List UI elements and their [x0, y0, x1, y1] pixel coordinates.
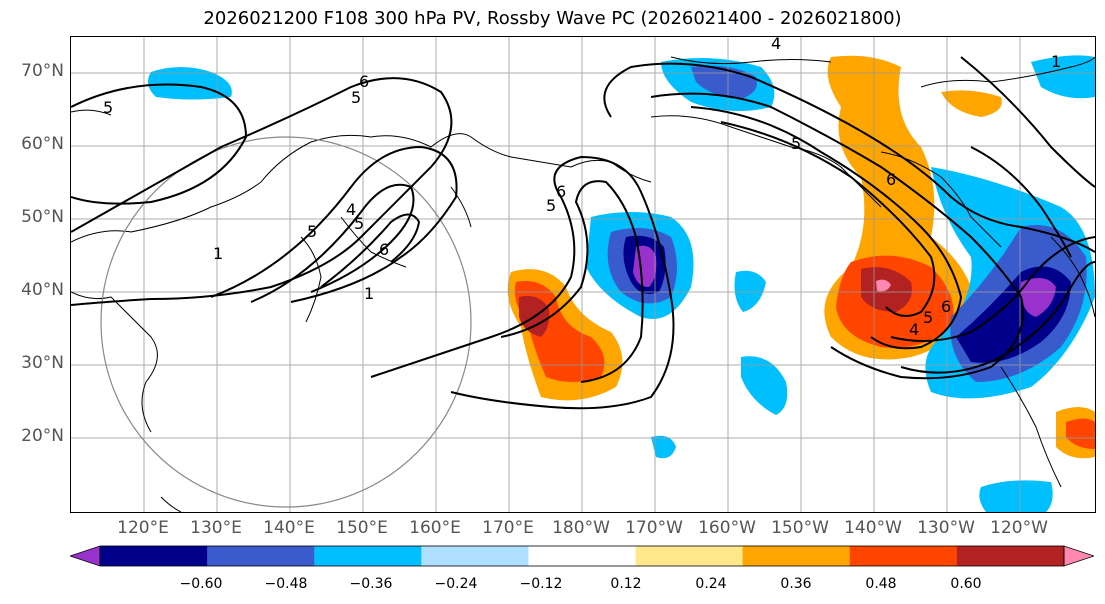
colorbar-extend-high — [1063, 545, 1094, 567]
contour-label: 6 — [886, 170, 896, 189]
contour-label: 5 — [354, 214, 364, 233]
colorbar-tick: 0.60 — [950, 576, 982, 592]
map-panel: 5 6 5 4 5 1 6 5 1 6 5 4 5 6 4 5 6 1 — [70, 36, 1096, 513]
lon-label-120w: 120°W — [990, 518, 1048, 538]
lon-label-140e: 140°E — [263, 518, 315, 538]
anomaly-blue-south — [651, 435, 676, 459]
colorbar-segment — [100, 546, 208, 566]
contour-label: 5 — [307, 222, 317, 241]
colorbar-segment — [849, 546, 958, 566]
colorbar-segment — [528, 546, 637, 566]
contour-label: 5 — [791, 134, 801, 153]
lon-label-170w: 170°W — [625, 518, 683, 538]
colorbar-segment — [956, 546, 1065, 566]
contour-labels: 5 6 5 4 5 1 6 5 1 6 5 4 5 6 4 5 6 1 — [103, 37, 1061, 339]
lon-label-120e: 120°E — [117, 518, 169, 538]
colorbar-segment — [742, 546, 851, 566]
lon-label-140w: 140°W — [844, 518, 902, 538]
contour-label: 4 — [346, 200, 356, 219]
lat-label-40n: 40°N — [21, 280, 64, 300]
lon-label-130w: 130°W — [917, 518, 975, 538]
colorbar-tick: −0.60 — [179, 576, 223, 592]
lon-label-150e: 150°E — [336, 518, 388, 538]
contour-label: 1 — [364, 284, 374, 303]
contour-label: 5 — [546, 196, 556, 215]
colorbar-outline — [99, 545, 1065, 567]
anomaly-red-se — [1066, 418, 1095, 449]
colorbar-segment — [314, 546, 422, 566]
colorbar-tick: −0.48 — [264, 576, 308, 592]
pv-contours — [71, 56, 1095, 410]
colorbar-segment — [421, 546, 529, 566]
colorbar-tick: −0.12 — [519, 576, 563, 592]
highlight-circle — [100, 136, 472, 508]
contour-label: 1 — [1051, 52, 1061, 71]
anomaly-orange-ne — [941, 90, 1002, 117]
colorbar — [70, 545, 1094, 567]
lon-label-150w: 150°W — [771, 518, 829, 538]
lon-label-160w: 160°W — [698, 518, 756, 538]
lat-label-50n: 50°N — [21, 207, 64, 227]
colorbar-extend-low — [70, 545, 101, 567]
anomaly-blue-subtropic — [741, 356, 788, 415]
contour-label: 5 — [103, 98, 113, 117]
colorbar-tick: 0.36 — [780, 576, 812, 592]
anomaly-blue-ne — [1031, 55, 1095, 99]
map-svg: 5 6 5 4 5 1 6 5 1 6 5 4 5 6 4 5 6 1 — [71, 37, 1095, 512]
contour-label: 5 — [351, 88, 361, 107]
contour-label: 1 — [213, 244, 223, 263]
lon-label-160e: 160°E — [409, 518, 461, 538]
map-title: 2026021200 F108 300 hPa PV, Rossby Wave … — [203, 8, 902, 29]
colorbar-segment — [635, 546, 744, 566]
lon-label-130e: 130°E — [190, 518, 242, 538]
lat-label-20n: 20°N — [21, 426, 64, 446]
contour-label: 6 — [379, 240, 389, 259]
lon-label-180w: 180°W — [552, 518, 610, 538]
anomaly-blue-arctic-west — [147, 67, 232, 100]
contour-label: 4 — [909, 320, 919, 339]
contour-label: 6 — [359, 72, 369, 91]
anomaly-pink-east — [876, 279, 891, 292]
colorbar-tick: 0.12 — [610, 576, 642, 592]
colorbar-tick: −0.36 — [349, 576, 393, 592]
lon-label-170e: 170°E — [482, 518, 534, 538]
anomaly-blue-se — [979, 480, 1053, 512]
lat-label-70n: 70°N — [21, 61, 64, 81]
anomaly-purple-east — [1020, 278, 1056, 317]
colorbar-tick: 0.24 — [695, 576, 727, 592]
colorbar-segments — [70, 545, 1094, 567]
contour-label: 6 — [941, 297, 951, 316]
lat-label-30n: 30°N — [21, 353, 64, 373]
colorbar-tick: −0.24 — [434, 576, 478, 592]
lat-label-60n: 60°N — [21, 134, 64, 154]
colorbar-tick: 0.48 — [865, 576, 897, 592]
anomaly-blue-hawaii — [734, 270, 766, 312]
contour-label: 6 — [556, 182, 566, 201]
colorbar-segment — [207, 546, 315, 566]
contour-label: 5 — [923, 308, 933, 327]
contour-label: 4 — [771, 37, 781, 53]
